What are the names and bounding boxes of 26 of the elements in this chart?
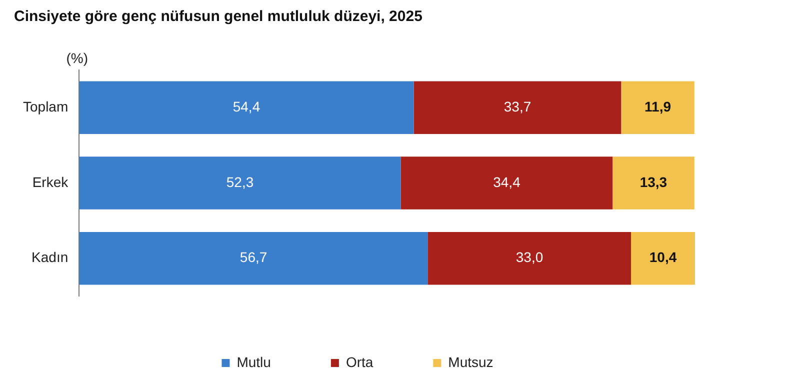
data-label: 10,4 <box>649 249 677 266</box>
data-label: 33,7 <box>504 98 532 115</box>
bar <box>428 232 632 285</box>
data-label: 56,7 <box>240 249 268 266</box>
bar <box>79 81 414 134</box>
data-label: 54,4 <box>232 98 260 115</box>
legend-label: Orta <box>346 354 374 370</box>
bar <box>414 81 622 134</box>
bar <box>400 156 613 210</box>
chart-title: Cinsiyete göre genç nüfusun genel mutluluk düzeyi, 2025 <box>14 8 422 25</box>
y-axis-title: (%) <box>66 50 88 66</box>
data-label: 11,9 <box>644 98 672 115</box>
bar <box>79 156 401 210</box>
data-label: 34,4 <box>493 174 521 190</box>
bar <box>621 81 694 134</box>
bar <box>631 232 695 285</box>
bar <box>79 232 428 285</box>
y-tick-label: Erkek <box>32 174 70 190</box>
data-label: 52,3 <box>226 174 254 190</box>
data-label: 33,0 <box>516 249 544 266</box>
data-label: 13,3 <box>640 174 668 190</box>
y-tick-label: Toplam <box>22 98 68 115</box>
bar <box>612 156 694 210</box>
y-tick-label: Kadın <box>32 249 68 266</box>
legend-label: Mutsuz <box>448 354 494 370</box>
legend-label: Mutlu <box>236 354 271 370</box>
